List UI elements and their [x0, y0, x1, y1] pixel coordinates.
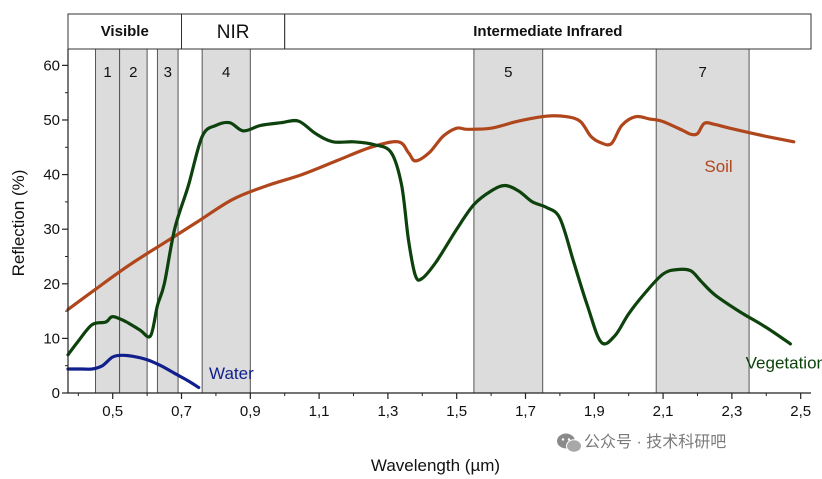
y-tick-label: 0 [52, 385, 60, 402]
vegetation-line [66, 118, 792, 357]
x-tick-label: 0,9 [240, 403, 261, 420]
band-4-rect [201, 48, 251, 394]
soil-line [66, 114, 796, 312]
band-7-label: 7 [698, 64, 706, 81]
y-tick-label: 30 [43, 221, 60, 238]
y-axis-title: Reflection (%) [9, 170, 28, 277]
x-axis-title: Wavelength (µm) [371, 456, 500, 475]
watermark-text: 公众号 · 技术科研吧 [584, 433, 726, 451]
x-tick-label: 2,5 [790, 403, 811, 420]
soil-label: Soil [704, 157, 732, 176]
region-intermediate-infrared-box [284, 13, 812, 50]
region-visible-label: Visible [101, 23, 149, 40]
band-3-rect [156, 48, 179, 394]
series-lines [66, 114, 796, 390]
region-intermediate-infrared-label: Intermediate Infrared [473, 23, 622, 40]
x-tick-label: 1,9 [584, 403, 605, 420]
vegetation-label: Vegetation [746, 353, 822, 372]
y-tick-label: 20 [43, 276, 60, 293]
band-2-label: 2 [129, 64, 137, 81]
x-tick-label: 0,7 [171, 403, 192, 420]
region-nir-box [181, 13, 286, 50]
x-tick-label: 1,5 [446, 403, 467, 420]
x-tick-label: 2,1 [653, 403, 674, 420]
y-tick-label: 50 [43, 112, 60, 129]
y-tick-label: 40 [43, 167, 60, 184]
x-tick-label: 1,7 [515, 403, 536, 420]
band-7-rect [655, 48, 750, 394]
spectral-bands: 1 2 3 4 5 7 [95, 48, 750, 394]
region-nir-label: NIR [217, 22, 250, 43]
band-1-rect [95, 48, 121, 394]
band-5-rect [473, 48, 544, 394]
band-5-label: 5 [504, 64, 512, 81]
x-tick-label: 1,1 [309, 403, 330, 420]
y-tick-label: 60 [43, 57, 60, 74]
series-labels: Soil Vegetation Water [209, 157, 822, 383]
region-visible-box [67, 13, 183, 50]
band-3-label: 3 [164, 64, 172, 81]
water-line [66, 353, 201, 390]
axes: 0 10 20 30 40 50 60 0,5 0,7 0,9 1,1 1,3 1,5 1,7 1,9 2,1… [9, 49, 811, 475]
y-tick-label: 10 [43, 330, 60, 347]
wechat-icon [557, 433, 582, 453]
watermark: 公众号 · 技术科研吧 [557, 433, 726, 453]
x-tick-label: 0,5 [102, 403, 123, 420]
water-label: Water [209, 364, 254, 383]
region-header: Visible NIR Intermediate Infrared [67, 13, 812, 50]
band-2-rect [119, 48, 148, 394]
x-tick-label: 1,3 [377, 403, 398, 420]
band-4-label: 4 [222, 64, 230, 81]
band-1-label: 1 [103, 64, 111, 81]
x-tick-label: 2,3 [721, 403, 742, 420]
